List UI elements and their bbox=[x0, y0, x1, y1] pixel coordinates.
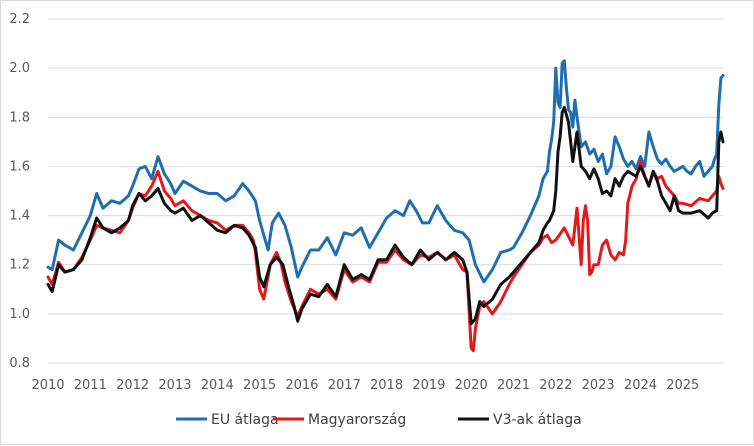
x-tick-label: 2024 bbox=[624, 378, 657, 393]
x-tick-label: 2023 bbox=[582, 378, 615, 393]
y-tick-label: 0.8 bbox=[9, 356, 30, 371]
x-tick-label: 2013 bbox=[158, 378, 191, 393]
x-tick-label: 2010 bbox=[31, 378, 64, 393]
y-axis-ticks: 0.8 1.0 1.2 1.4 1.6 1.8 2.0 2.2 bbox=[9, 12, 30, 371]
y-tick-label: 1.6 bbox=[9, 159, 30, 174]
y-tick-label: 2.2 bbox=[9, 12, 30, 27]
y-tick-label: 1.4 bbox=[9, 209, 30, 224]
x-tick-label: 2022 bbox=[539, 378, 572, 393]
x-tick-label: 2014 bbox=[201, 378, 234, 393]
x-tick-label: 2017 bbox=[328, 378, 361, 393]
legend-label: EU átlaga bbox=[211, 412, 279, 428]
series-line-2 bbox=[46, 160, 725, 353]
series-line-1 bbox=[46, 59, 725, 284]
x-tick-label: 2025 bbox=[666, 378, 699, 393]
series-lines bbox=[46, 59, 725, 353]
x-tick-label: 2020 bbox=[455, 378, 488, 393]
x-tick-label: 2021 bbox=[497, 378, 530, 393]
x-tick-label: 2018 bbox=[370, 378, 403, 393]
series-line-3 bbox=[46, 106, 725, 326]
x-axis-ticks: 2010 2011 2012 2013 2014 2015 2016 2017 2018 2019… bbox=[31, 378, 699, 393]
y-tick-label: 1.0 bbox=[9, 307, 30, 322]
x-tick-label: 2012 bbox=[116, 378, 149, 393]
x-tick-label: 2019 bbox=[412, 378, 445, 393]
x-tick-label: 2011 bbox=[74, 378, 107, 393]
x-tick-label: 2015 bbox=[243, 378, 276, 393]
x-tick-label: 2016 bbox=[285, 378, 318, 393]
y-tick-label: 1.2 bbox=[9, 258, 30, 273]
y-tick-label: 2.0 bbox=[9, 61, 30, 76]
legend-label: V3-ak átlaga bbox=[493, 412, 582, 428]
legend: EU átlaga Magyarország V3-ak átlaga bbox=[176, 412, 582, 428]
y-tick-label: 1.8 bbox=[9, 110, 30, 125]
legend-label: Magyarország bbox=[308, 412, 406, 428]
